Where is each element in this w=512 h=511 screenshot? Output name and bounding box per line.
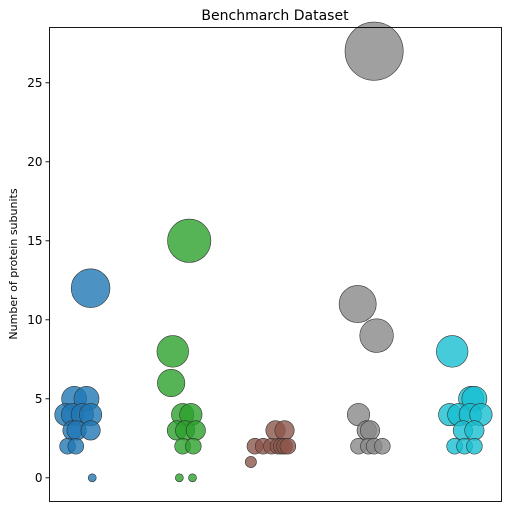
series-5: [436, 335, 493, 455]
y-tick-label: 10: [27, 313, 42, 327]
data-point: [156, 335, 189, 368]
y-tick-label: 0: [35, 471, 43, 485]
data-point: [466, 437, 483, 455]
data-point: [374, 437, 391, 455]
series-2: [156, 218, 212, 483]
data-point: [464, 420, 485, 441]
data-point: [67, 437, 85, 455]
y-tick-label: 15: [27, 234, 42, 248]
data-point: [359, 318, 394, 353]
data-point: [70, 268, 111, 308]
data-point: [167, 218, 212, 263]
series-4: [338, 21, 404, 455]
y-axis-ticks: 0 5 10 15 20 25: [27, 76, 50, 485]
data-point: [360, 420, 381, 441]
y-tick-label: 25: [27, 76, 42, 90]
data-point: [157, 368, 186, 398]
data-point: [436, 335, 469, 368]
series-1: [54, 268, 111, 483]
data-point: [188, 473, 197, 483]
data-point: [185, 437, 202, 455]
data-point: [244, 456, 257, 468]
y-tick-label: 20: [27, 155, 42, 169]
plot-area-frame: [49, 27, 502, 502]
data-point: [338, 285, 377, 323]
data-points: [54, 21, 493, 483]
data-point: [274, 420, 295, 441]
data-point: [87, 473, 97, 483]
data-point: [80, 420, 101, 441]
data-point: [279, 437, 297, 455]
series-3: [244, 420, 297, 468]
data-point: [344, 21, 404, 81]
chart-title: Benchmarch Dataset: [201, 8, 349, 24]
y-tick-label: 5: [35, 392, 43, 406]
data-point: [175, 473, 184, 483]
y-axis-label: Number of protein subunits: [7, 188, 20, 339]
data-point: [185, 420, 206, 441]
